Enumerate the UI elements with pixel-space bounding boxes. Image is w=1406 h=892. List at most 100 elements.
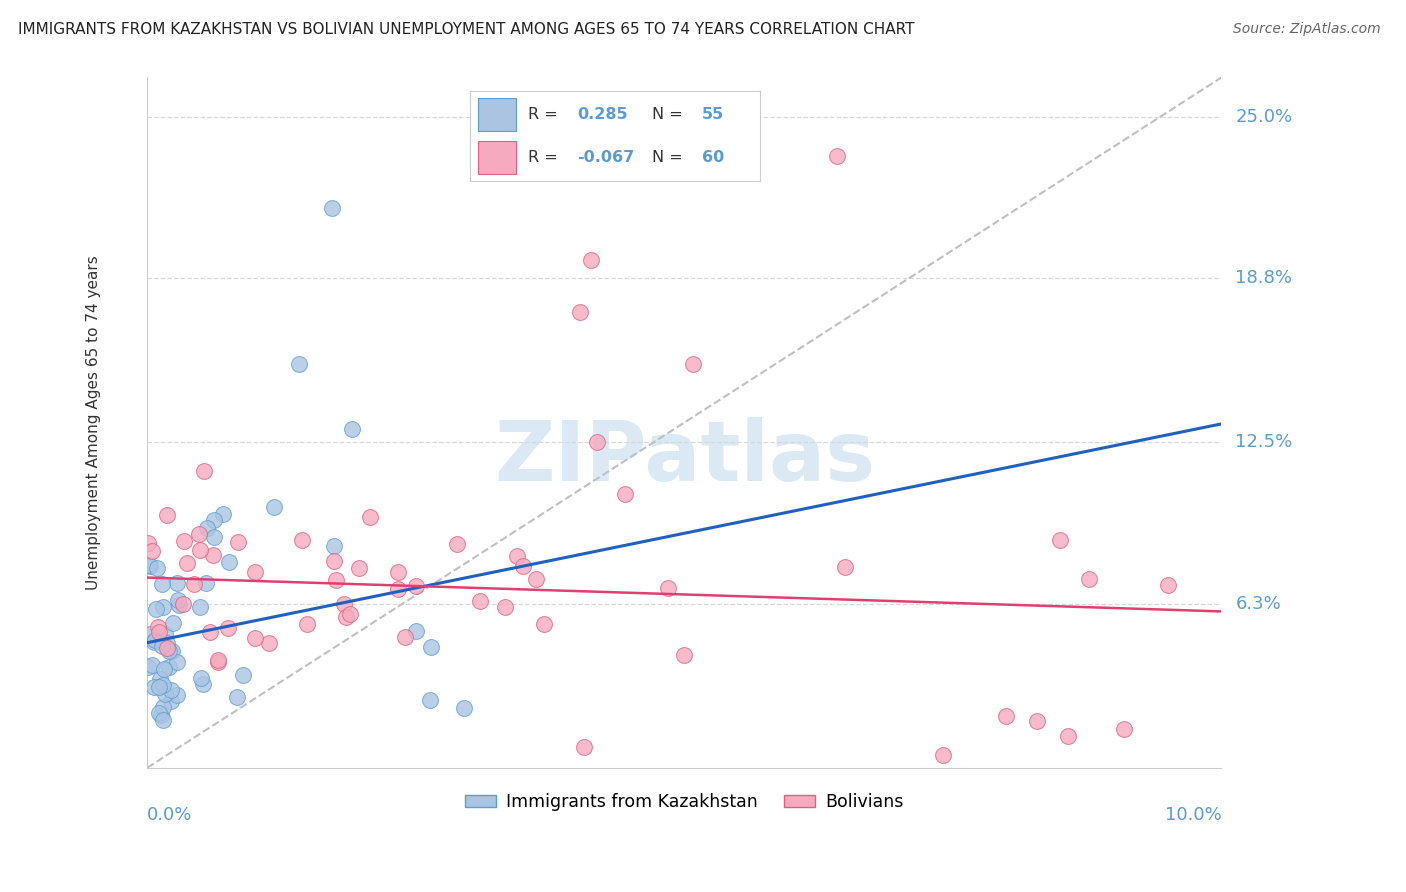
Point (153, 687, 176, 701)
Point (332, 598, 354, 612)
Point (446, 537, 468, 551)
Point (167, 598, 190, 612)
Point (217, 621, 239, 635)
Point (152, 713, 174, 727)
Point (148, 706, 170, 721)
Point (470, 594, 492, 608)
Point (673, 648, 696, 663)
Point (243, 565, 266, 579)
Point (453, 701, 475, 715)
Point (148, 680, 170, 694)
Point (138, 558, 160, 572)
Point (172, 597, 194, 611)
Point (160, 682, 183, 697)
Point (339, 607, 361, 622)
Text: 12.5%: 12.5% (1236, 434, 1292, 451)
Point (257, 635, 280, 649)
Point (387, 582, 409, 597)
Point (166, 655, 188, 669)
Point (148, 624, 170, 639)
Point (145, 602, 167, 616)
Text: 6.3%: 6.3% (1236, 595, 1281, 613)
Point (173, 534, 195, 549)
Point (190, 672, 212, 686)
Text: 25.0%: 25.0% (1236, 108, 1292, 126)
Point (211, 507, 233, 521)
Point (157, 660, 180, 674)
Point (207, 653, 229, 667)
Point (586, 435, 609, 450)
Point (148, 672, 170, 686)
Point (494, 600, 516, 615)
Point (614, 487, 637, 501)
Point (1157, 578, 1180, 592)
Point (207, 655, 229, 669)
Point (325, 573, 347, 587)
Point (176, 556, 198, 570)
Point (167, 592, 190, 607)
Point (193, 464, 215, 478)
Point (152, 700, 174, 714)
Point (202, 530, 225, 544)
Point (138, 559, 160, 574)
Point (162, 615, 184, 630)
Point (1025, 714, 1047, 728)
Point (335, 610, 357, 624)
Point (139, 627, 162, 641)
Point (150, 708, 173, 723)
Point (505, 549, 527, 563)
Point (243, 632, 266, 646)
Point (581, 252, 603, 267)
Point (183, 577, 205, 591)
Point (143, 634, 166, 648)
Point (568, 305, 591, 319)
Point (136, 660, 159, 674)
Point (323, 554, 346, 568)
Point (263, 500, 285, 515)
Point (1078, 572, 1101, 586)
Point (524, 572, 547, 586)
Point (152, 678, 174, 692)
Point (188, 600, 211, 615)
Point (682, 357, 704, 371)
Point (994, 708, 1017, 723)
Point (574, 739, 596, 754)
Point (321, 201, 343, 215)
Point (198, 625, 221, 640)
Point (405, 624, 427, 638)
Point (231, 668, 253, 682)
Point (162, 644, 184, 658)
Point (218, 555, 240, 569)
Point (387, 565, 409, 579)
Point (347, 560, 370, 574)
Point (188, 542, 211, 557)
Point (150, 639, 173, 653)
Text: 18.8%: 18.8% (1236, 269, 1292, 287)
Point (359, 510, 381, 524)
Point (834, 559, 856, 574)
Point (195, 575, 218, 590)
Point (157, 644, 180, 658)
Point (201, 549, 224, 563)
Point (155, 508, 177, 522)
Point (143, 632, 166, 647)
Point (156, 640, 179, 655)
Point (166, 688, 188, 702)
Point (226, 690, 249, 705)
Point (141, 543, 163, 558)
Point (150, 577, 173, 591)
Point (931, 747, 953, 762)
Text: ZIPatlas: ZIPatlas (494, 417, 875, 498)
Point (657, 581, 679, 595)
Point (405, 579, 427, 593)
Point (191, 677, 214, 691)
Point (512, 558, 534, 573)
Point (202, 513, 225, 527)
Point (153, 626, 176, 640)
Legend: Immigrants from Kazakhstan, Bolivians: Immigrants from Kazakhstan, Bolivians (458, 786, 911, 818)
Point (159, 694, 181, 708)
Point (226, 535, 249, 549)
Point (153, 662, 176, 676)
Point (195, 521, 218, 535)
Point (156, 636, 179, 650)
